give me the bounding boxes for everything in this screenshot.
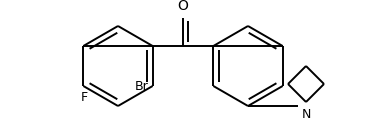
Text: N: N — [301, 108, 311, 121]
Text: Br: Br — [135, 79, 149, 92]
Text: O: O — [177, 0, 188, 13]
Text: F: F — [81, 91, 88, 104]
